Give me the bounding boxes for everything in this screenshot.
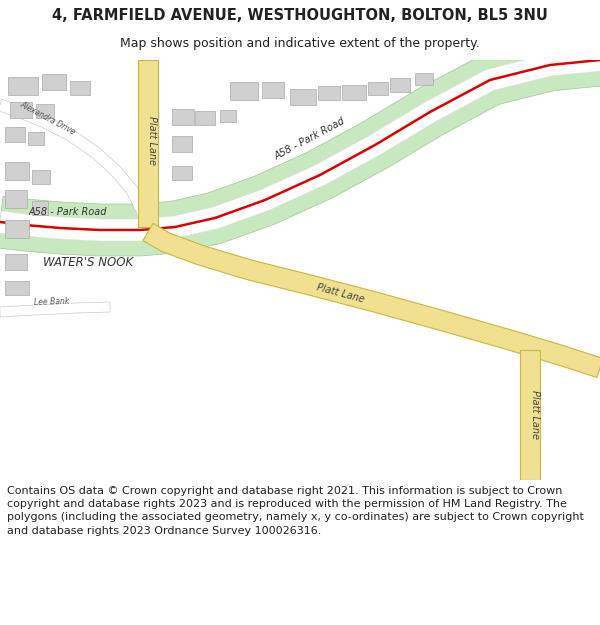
Text: WATER'S NOOK: WATER'S NOOK <box>43 256 133 269</box>
Text: Alexandra Drive: Alexandra Drive <box>19 99 77 136</box>
Bar <box>415 73 433 85</box>
Polygon shape <box>0 49 600 241</box>
Text: Contains OS data © Crown copyright and database right 2021. This information is : Contains OS data © Crown copyright and d… <box>7 486 584 536</box>
Bar <box>10 102 32 118</box>
Text: Lee Bank: Lee Bank <box>34 297 70 307</box>
Polygon shape <box>138 60 158 227</box>
Bar <box>172 166 192 180</box>
Bar <box>5 127 25 142</box>
Bar <box>32 170 50 184</box>
Bar <box>195 111 215 125</box>
Bar <box>8 77 38 95</box>
Bar <box>368 82 388 95</box>
Bar <box>42 74 66 90</box>
Bar <box>390 78 410 92</box>
Bar <box>5 281 29 295</box>
Text: Platt Lane: Platt Lane <box>530 391 540 439</box>
Bar <box>262 82 284 98</box>
Bar <box>318 86 340 100</box>
Polygon shape <box>0 99 151 224</box>
Bar <box>5 254 27 270</box>
Polygon shape <box>0 302 110 317</box>
Polygon shape <box>520 350 540 480</box>
Bar <box>220 110 236 122</box>
Bar <box>172 136 192 152</box>
Text: Platt Lane: Platt Lane <box>315 282 365 304</box>
Polygon shape <box>0 34 600 256</box>
Text: A58 - Park Road: A58 - Park Road <box>29 207 107 217</box>
Polygon shape <box>143 223 600 378</box>
Bar <box>70 81 90 95</box>
Text: A58 - Park Road: A58 - Park Road <box>273 116 347 162</box>
Bar <box>5 162 29 180</box>
Bar <box>5 190 27 208</box>
Bar <box>32 201 48 215</box>
Bar <box>342 85 366 100</box>
Text: Map shows position and indicative extent of the property.: Map shows position and indicative extent… <box>120 37 480 50</box>
Bar <box>5 220 29 238</box>
Bar <box>172 109 194 125</box>
Bar <box>28 132 44 145</box>
Bar <box>36 104 54 118</box>
Text: Platt Lane: Platt Lane <box>147 116 157 164</box>
Bar <box>230 82 258 100</box>
Text: 4, FARMFIELD AVENUE, WESTHOUGHTON, BOLTON, BL5 3NU: 4, FARMFIELD AVENUE, WESTHOUGHTON, BOLTO… <box>52 8 548 22</box>
Bar <box>290 89 316 105</box>
